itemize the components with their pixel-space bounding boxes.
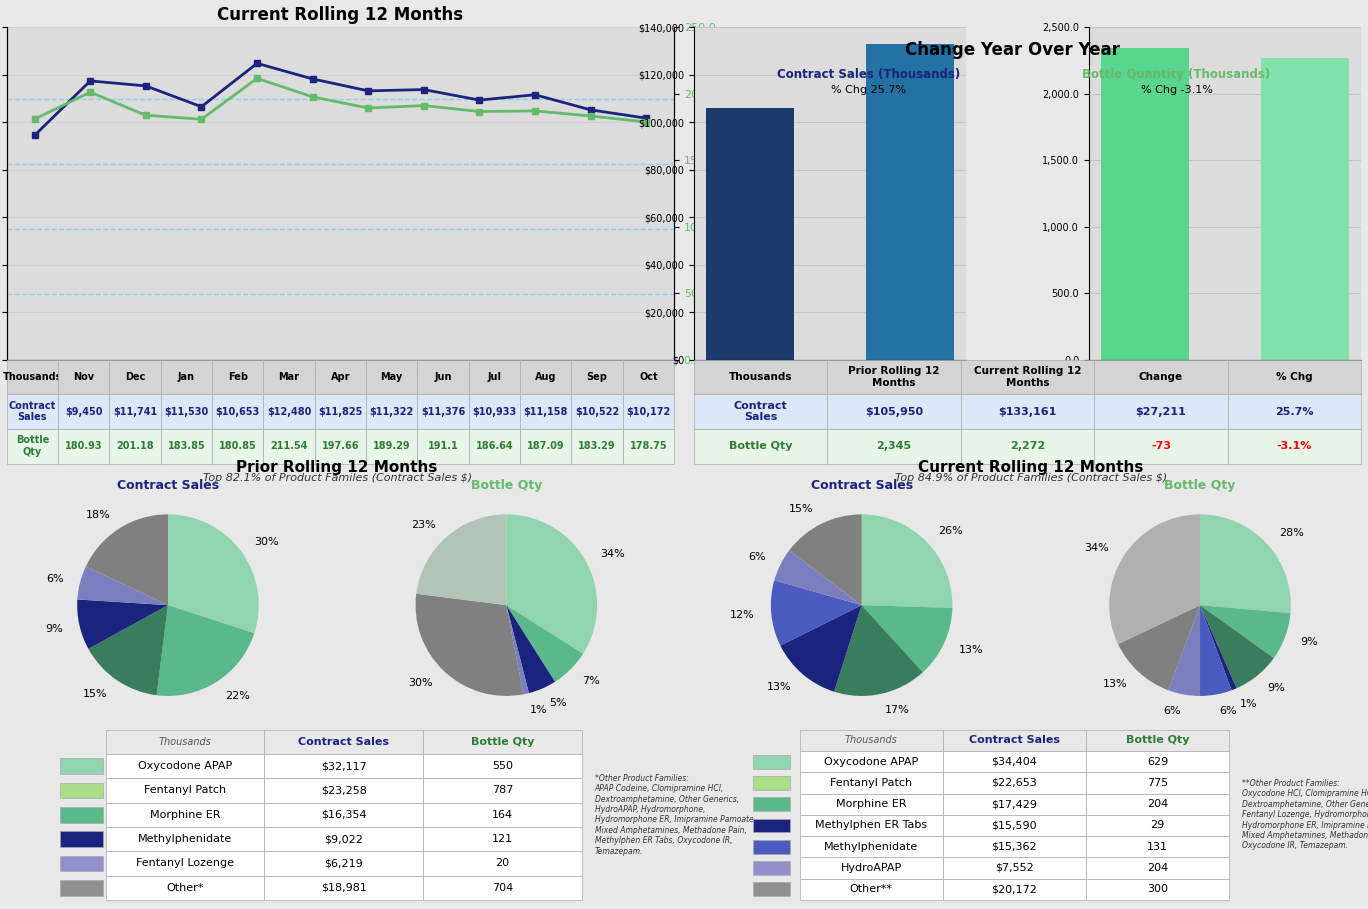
Wedge shape (416, 514, 506, 605)
Bar (60, 855, 103, 872)
Wedge shape (89, 605, 168, 695)
Bar (754, 840, 789, 854)
Text: 17%: 17% (885, 704, 910, 714)
Text: 9%: 9% (1301, 637, 1319, 647)
Bar (754, 776, 789, 790)
Wedge shape (506, 605, 529, 694)
Text: 12%: 12% (731, 610, 755, 620)
Text: 34%: 34% (601, 548, 625, 558)
Text: **Other Product Families:
Oxycodone HCl, Clomipramine HCl,
Dextroamphetamine, Ot: **Other Product Families: Oxycodone HCl,… (1242, 779, 1368, 851)
Text: 6%: 6% (748, 553, 766, 563)
Text: 13%: 13% (767, 682, 792, 692)
Wedge shape (168, 514, 259, 634)
Text: 7%: 7% (583, 676, 599, 686)
Wedge shape (1109, 514, 1200, 644)
Wedge shape (789, 514, 862, 605)
Wedge shape (1200, 605, 1290, 658)
Bar (60, 807, 103, 823)
Wedge shape (506, 605, 555, 693)
Text: 34%: 34% (1085, 543, 1109, 553)
Bar (754, 797, 789, 811)
Text: Prior Rolling 12 Months: Prior Rolling 12 Months (237, 460, 438, 475)
Title: Contract Sales: Contract Sales (116, 479, 219, 492)
Wedge shape (416, 594, 524, 696)
Text: 26%: 26% (938, 525, 963, 535)
Bar (706, 108, 795, 360)
Text: Bottle Quantity (Thousands): Bottle Quantity (Thousands) (1082, 68, 1271, 81)
Bar (1101, 48, 1189, 360)
Title: Contract Sales: Contract Sales (811, 479, 912, 492)
Wedge shape (1200, 605, 1274, 688)
Text: 6%: 6% (1219, 705, 1237, 715)
Bar (754, 861, 789, 874)
Text: *Other Product Families:
APAP Codeine, Clomipramine HCl,
Dextroamphetamine, Othe: *Other Product Families: APAP Codeine, C… (595, 774, 757, 855)
Wedge shape (774, 551, 862, 605)
Wedge shape (78, 566, 168, 605)
Text: 28%: 28% (1279, 528, 1304, 538)
Text: 1%: 1% (529, 704, 547, 714)
Wedge shape (834, 605, 923, 696)
Text: 1%: 1% (1241, 699, 1259, 709)
Wedge shape (156, 605, 254, 696)
Bar (60, 783, 103, 798)
Text: 30%: 30% (254, 537, 279, 547)
Bar (754, 883, 789, 896)
Wedge shape (1200, 605, 1237, 690)
Text: 18%: 18% (86, 510, 111, 520)
Text: Top 84.9% of Product Families (Contract Sales $): Top 84.9% of Product Families (Contract … (895, 473, 1167, 483)
Text: 15%: 15% (83, 689, 108, 699)
Wedge shape (506, 514, 598, 654)
Wedge shape (1200, 605, 1231, 696)
Text: % Chg 25.7%: % Chg 25.7% (832, 85, 906, 95)
Text: 5%: 5% (549, 698, 566, 708)
Text: 23%: 23% (410, 520, 435, 530)
Bar (754, 818, 789, 833)
Wedge shape (1200, 514, 1291, 614)
Wedge shape (862, 514, 952, 608)
Text: % Chg -3.1%: % Chg -3.1% (1141, 85, 1212, 95)
Bar (866, 44, 953, 360)
Text: 9%: 9% (45, 624, 63, 634)
Text: 6%: 6% (47, 574, 64, 584)
Wedge shape (770, 580, 862, 645)
Text: 13%: 13% (959, 644, 984, 654)
Y-axis label: Bottle Qty (Thousands): Bottle Qty (Thousands) (722, 121, 732, 266)
Bar (60, 758, 103, 774)
Title: Bottle Qty: Bottle Qty (471, 479, 542, 492)
Text: 6%: 6% (1163, 705, 1181, 715)
Title: Current Rolling 12 Months: Current Rolling 12 Months (218, 6, 464, 25)
Text: Current Rolling 12 Months: Current Rolling 12 Months (918, 460, 1144, 475)
Text: 30%: 30% (409, 678, 434, 688)
Wedge shape (1168, 605, 1200, 696)
Text: 13%: 13% (1103, 679, 1127, 689)
Wedge shape (780, 605, 862, 692)
Text: Change Year Over Year: Change Year Over Year (904, 41, 1120, 59)
Bar (1261, 57, 1349, 360)
Bar (60, 831, 103, 847)
Wedge shape (77, 599, 168, 649)
Wedge shape (86, 514, 168, 605)
Text: Contract Sales (Thousands): Contract Sales (Thousands) (777, 68, 960, 81)
Bar (60, 880, 103, 895)
Wedge shape (1118, 605, 1200, 690)
Wedge shape (506, 605, 583, 682)
Wedge shape (862, 605, 952, 673)
Bar (754, 754, 789, 768)
Text: Top 82.1% of Product Familes (Contract Sales $): Top 82.1% of Product Familes (Contract S… (202, 473, 472, 483)
Title: Bottle Qty: Bottle Qty (1164, 479, 1235, 492)
Text: 22%: 22% (226, 691, 250, 701)
Text: 15%: 15% (789, 504, 814, 514)
Text: 9%: 9% (1268, 684, 1286, 694)
